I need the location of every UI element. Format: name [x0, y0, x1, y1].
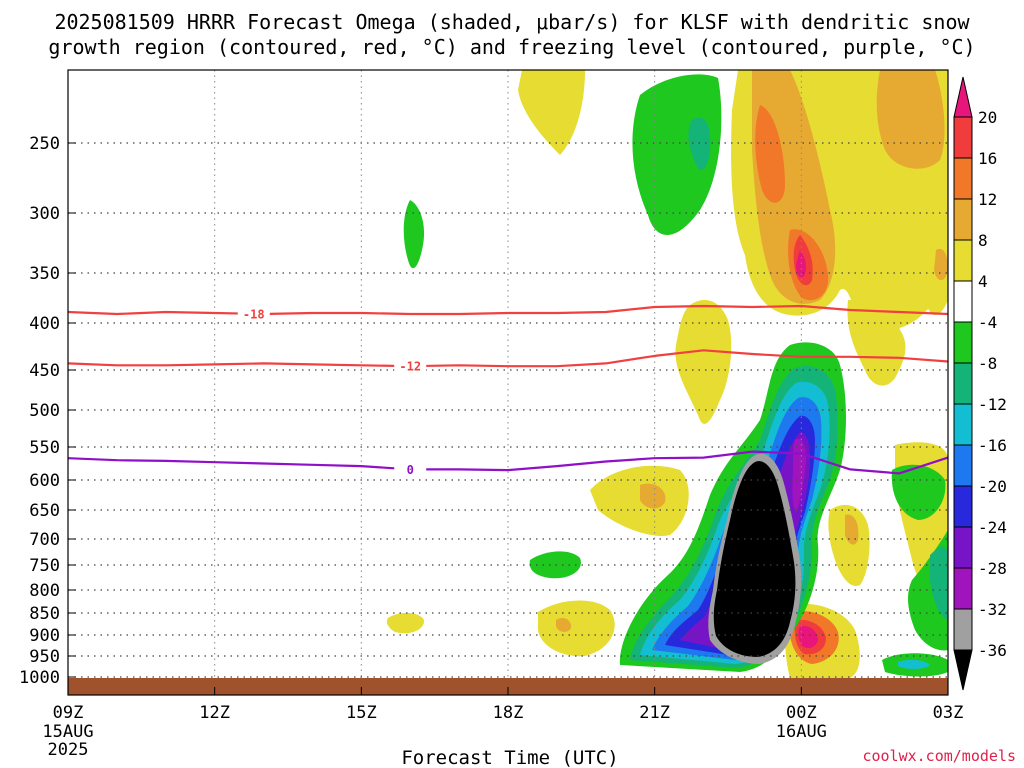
contour-label-bg: [394, 358, 427, 375]
contour-label: 0: [407, 463, 414, 477]
x-tick-label: 15Z: [346, 703, 377, 723]
colorbar-top-arrow: [953, 76, 973, 118]
colorbar-swatch: [953, 362, 973, 405]
chart-title-line-2: growth region (contoured, red, °C) and f…: [48, 35, 975, 59]
x-tick-label: 03Z: [933, 703, 964, 723]
colorbar-label: -36: [978, 641, 1007, 660]
omega-area-teal-3: [898, 659, 930, 669]
y-tick-label: 700: [29, 530, 60, 550]
colorbar-label: 8: [978, 231, 988, 250]
colorbar-swatch: [953, 608, 973, 651]
x-tick-label: 18Z: [493, 703, 524, 723]
omega-area-yellow-10: [538, 600, 615, 657]
contour-label: -18: [243, 307, 265, 321]
colorbar-label: 16: [978, 149, 997, 168]
y-tick-label: 750: [29, 556, 60, 576]
x-tick-sublabel: 15AUG: [42, 722, 93, 742]
y-tick-label: 900: [29, 626, 60, 646]
omega-area-green-2: [403, 200, 425, 269]
y-tick-label: 950: [29, 647, 60, 667]
y-tick-label: 450: [29, 361, 60, 381]
omega-area-yellow-6: [847, 300, 906, 386]
colorbar-swatch: [953, 403, 973, 446]
colorbar-label: -16: [978, 436, 1007, 455]
omega-area-purple-1: [792, 438, 806, 512]
y-tick-label: 600: [29, 471, 60, 491]
x-tick-label: 12Z: [199, 703, 230, 723]
credit-text: coolwx.com/models: [862, 747, 1016, 765]
y-tick-label: 650: [29, 501, 60, 521]
colorbar-label: -12: [978, 395, 1007, 414]
colorbar-bottom-arrow: [953, 649, 973, 691]
contour-line: [68, 304, 948, 316]
omega-area-black-1: [713, 461, 796, 657]
contour-label: -12: [399, 360, 421, 374]
omega-area-yellow-12: [828, 505, 870, 586]
colorbar: 20 16 12 8 4 -4 -8 -12 -16 -20 -24 -28 -32 -36: [953, 76, 1007, 691]
temperature-contour-labels: -18 -12 0: [237, 305, 427, 478]
y-tick-label: 350: [29, 264, 60, 284]
x-axis-label: Forecast Time (UTC): [401, 747, 618, 768]
omega-area-green-5: [529, 551, 581, 579]
temperature-contours: [68, 304, 948, 475]
colorbar-label: 4: [978, 272, 988, 291]
ground-surface: [68, 678, 948, 695]
omega-area-teal-1: [688, 117, 711, 171]
colorbar-label: -28: [978, 559, 1007, 578]
omega-area-orange-6: [556, 617, 572, 632]
colorbar-label: 12: [978, 190, 997, 209]
colorbar-swatch: [953, 485, 973, 528]
x-tick-label: 00Z: [786, 703, 817, 723]
y-tick-label: 500: [29, 401, 60, 421]
colorbar-label: -20: [978, 477, 1007, 496]
y-tick-label: 800: [29, 581, 60, 601]
omega-area-yellow-5: [675, 300, 732, 424]
colorbar-swatch: [953, 444, 973, 487]
omega-area-yellow-1: [518, 70, 585, 155]
y-axis: 2503003504004505005506006507007508008509…: [19, 134, 76, 688]
omega-area-yellow-4: [917, 200, 948, 315]
contour-label-bg: [394, 461, 427, 478]
omega-area-orange-4: [934, 248, 948, 281]
colorbar-swatch: [953, 280, 973, 323]
omega-area-yellow-3: [876, 70, 945, 169]
omega-area-yellow-8: [590, 465, 689, 536]
omega-area-green-3: [891, 464, 946, 520]
omega-area-teal-2: [930, 546, 948, 620]
x-tick-sublabel: 2025: [48, 740, 89, 760]
omega-area-orange-7: [845, 514, 859, 545]
colorbar-swatch: [953, 198, 973, 241]
colorbar-swatch: [953, 157, 973, 200]
colorbar-label: 20: [978, 108, 997, 127]
x-tick-sublabel: 16AUG: [776, 722, 827, 742]
omega-area-orange-5: [640, 483, 666, 509]
contour-line: [68, 450, 948, 475]
y-tick-label: 550: [29, 438, 60, 458]
colorbar-label: -8: [978, 354, 997, 373]
colorbar-label: -24: [978, 518, 1007, 537]
colorbar-swatch: [953, 526, 973, 569]
contour-label-bg: [237, 305, 270, 322]
y-tick-label: 1000: [19, 668, 60, 688]
colorbar-label: -32: [978, 600, 1007, 619]
colorbar-swatch: [953, 116, 973, 159]
x-tick-label: 21Z: [639, 703, 670, 723]
omega-area-magenta-2: [798, 625, 818, 648]
colorbar-swatch: [953, 321, 973, 364]
y-tick-label: 300: [29, 204, 60, 224]
omega-area-orange-2: [755, 105, 785, 203]
y-tick-label: 250: [29, 134, 60, 154]
contour-line: [68, 349, 948, 368]
chart-title-line-1: 2025081509 HRRR Forecast Omega (shaded, …: [54, 10, 970, 34]
omega-shading: [386, 70, 948, 678]
colorbar-label: -4: [978, 313, 997, 332]
x-tick-label: 09Z: [53, 703, 84, 723]
y-tick-label: 400: [29, 314, 60, 334]
omega-area-yellow-9: [386, 612, 425, 634]
y-tick-label: 850: [29, 604, 60, 624]
colorbar-swatch: [953, 567, 973, 610]
colorbar-swatch: [953, 239, 973, 282]
